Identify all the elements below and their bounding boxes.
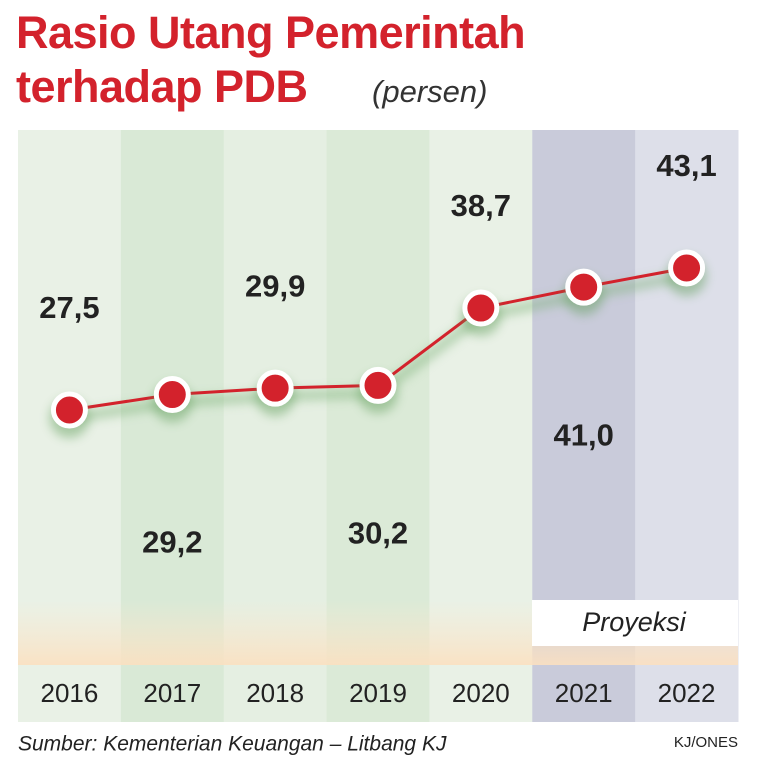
x-tick-label: 2022: [658, 678, 716, 708]
x-tick-label: 2017: [143, 678, 201, 708]
data-point: [565, 268, 603, 306]
data-point: [668, 249, 706, 287]
x-tick-label: 2018: [246, 678, 304, 708]
x-tick-label: 2021: [555, 678, 613, 708]
source: Sumber: Kementerian Keuangan – Litbang K…: [18, 733, 447, 756]
data-point: [359, 366, 397, 404]
data-point: [462, 289, 500, 327]
data-label: 41,0: [554, 417, 614, 452]
data-point: [256, 369, 294, 407]
data-label: 27,5: [39, 290, 99, 325]
data-label: 38,7: [451, 188, 511, 223]
data-label: 29,2: [142, 525, 202, 560]
x-tick-label: 2020: [452, 678, 510, 708]
data-point: [50, 391, 88, 429]
chart-subtitle: (persen): [372, 74, 488, 109]
data-label: 30,2: [348, 516, 408, 551]
data-label: 43,1: [656, 148, 716, 183]
x-tick-label: 2016: [41, 678, 99, 708]
data-label: 29,9: [245, 268, 305, 303]
annotation-box: [532, 600, 738, 646]
data-point: [153, 376, 191, 414]
x-tick-label: 2019: [349, 678, 407, 708]
chart-title: Rasio Utang Pemerintah terhadap PDB: [16, 7, 526, 112]
credit: KJ/ONES: [674, 734, 738, 751]
annotation: Proyeksi: [582, 607, 687, 637]
